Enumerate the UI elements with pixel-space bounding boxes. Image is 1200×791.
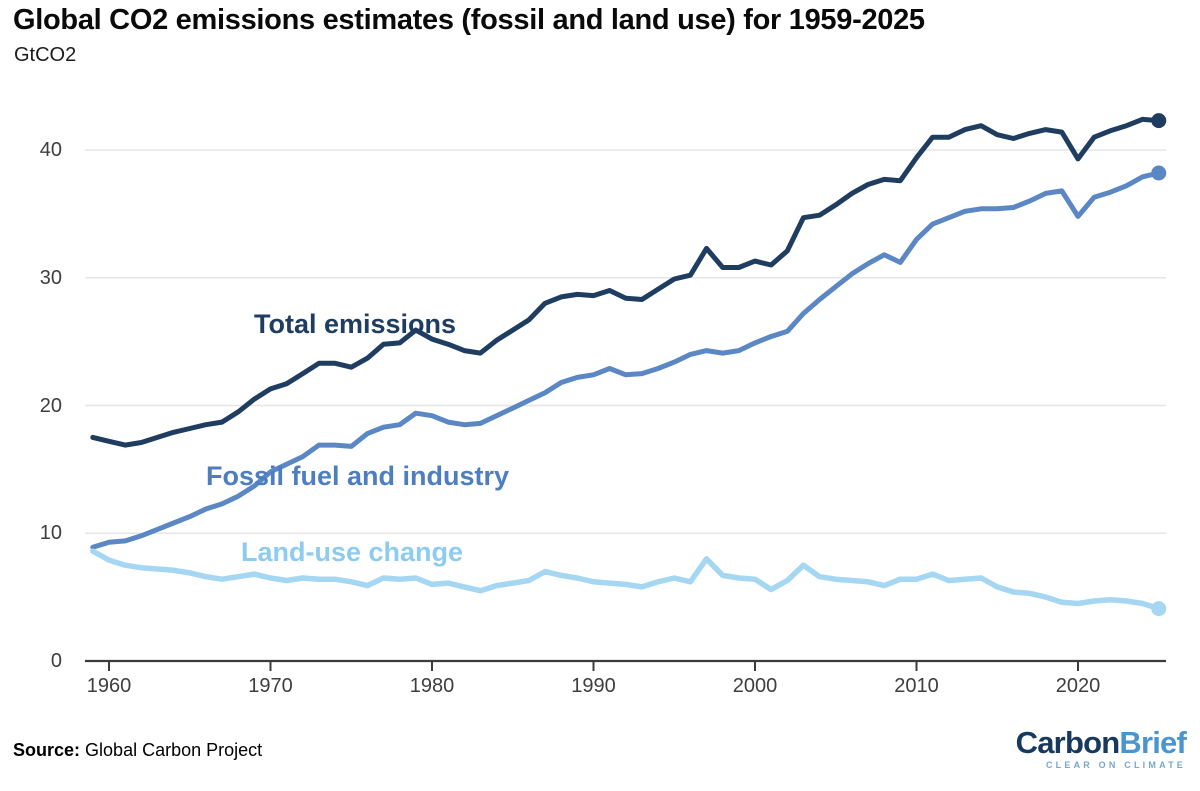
source-label: Source: [13,740,81,760]
x-tick-label: 2010 [894,675,939,697]
x-tick-label: 2000 [732,675,778,697]
series-end-dot-total-emissions [1151,113,1167,129]
y-tick-label: 0 [50,650,62,672]
logo-carbon-text: Carbon [1015,725,1121,760]
x-tick-label: 1970 [248,675,293,697]
carbonbrief-wordmark: CarbonBrief [1015,725,1187,760]
y-tick-label: 30 [39,266,62,289]
series-line-fossil-fuel-and-industry [90,170,1162,550]
y-tick-label: 40 [39,139,62,161]
page-title: Global CO2 emissions estimates (fossil a… [13,4,925,36]
y-axis-unit-label: GtCO2 [14,44,77,66]
y-tick-label: 20 [39,394,62,417]
x-tick-label: 1980 [409,675,455,697]
series-end-dot-fossil-fuel-and-industry [1151,165,1167,181]
series-end-dot-land-use-change [1151,601,1167,617]
source-attribution: Source: Global Carbon Project [13,740,262,761]
source-text: Global Carbon Project [85,740,263,760]
x-tick-label: 1960 [86,675,132,697]
x-tick-label: 2020 [1055,675,1101,697]
series-line-total-emissions [90,116,1162,448]
y-tick-label: 10 [39,522,62,545]
series-label-land-use-change: Land-use change [241,537,464,567]
carbonbrief-logo: CarbonBrief CLEAR ON CLIMATE [1015,725,1187,770]
series-label-total-emissions: Total emissions [254,309,457,339]
series-line-land-use-change [90,548,1162,612]
logo-tagline: CLEAR ON CLIMATE [1045,760,1186,770]
logo-brief-text: Brief [1119,725,1186,760]
x-tick-label: 1990 [571,675,616,697]
series-label-fossil-fuel-and-industry: Fossil fuel and industry [206,461,510,491]
